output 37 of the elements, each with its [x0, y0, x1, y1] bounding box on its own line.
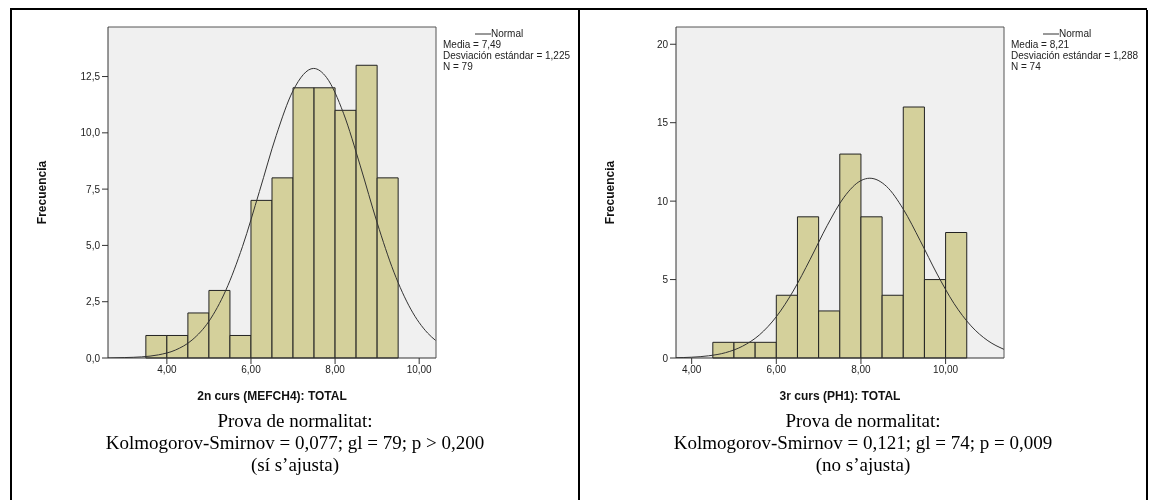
y-tick-label: 12,5: [80, 71, 101, 83]
text: Prova de normalitat:: [784, 410, 942, 432]
x-tick-label: 8,00: [851, 364, 872, 376]
x-tick-label: 4,00: [681, 364, 702, 376]
y-tick-label: 15: [656, 117, 669, 129]
x-axis-title: 3r curs (PH1): TOTAL: [779, 389, 901, 403]
text: (sí s’ajusta): [249, 454, 341, 476]
y-axis-title: Frecuencia: [603, 160, 618, 225]
x-tick-label: 10,00: [406, 364, 433, 376]
y-tick-label: 10: [656, 195, 669, 207]
y-tick-label: 7,5: [86, 183, 101, 195]
text: Kolmogorov-Smirnov = 0,121; gl = 74; p = 0,009: [672, 432, 1054, 454]
y-tick-label: 2,5: [86, 296, 101, 308]
text: N = 79: [443, 61, 474, 72]
y-tick-label: 0: [662, 352, 669, 364]
y-tick-label: 5,0: [86, 239, 101, 251]
y-tick-label: 5: [662, 274, 669, 286]
y-tick-label: 0,0: [86, 352, 101, 364]
text: Media = 8,21: [1011, 39, 1071, 50]
text: Media = 7,49: [443, 39, 503, 50]
y-tick-label: 20: [656, 38, 669, 50]
x-tick-label: 8,00: [325, 364, 346, 376]
x-tick-label: 6,00: [766, 364, 787, 376]
y-axis-title: Frecuencia: [35, 160, 50, 225]
y-tick-label: 10,0: [80, 127, 101, 139]
x-tick-label: 6,00: [241, 364, 262, 376]
text: N = 74: [1011, 61, 1042, 72]
legend-label: Normal: [491, 28, 524, 39]
x-axis-title: 2n curs (MEFCH4): TOTAL: [197, 389, 347, 403]
legend-label: Normal: [1059, 28, 1092, 39]
x-tick-label: 4,00: [157, 364, 178, 376]
text: (no s’ajusta): [814, 454, 912, 476]
text: Prova de normalitat:: [216, 410, 374, 432]
text: Desviación estándar = 1,288: [1011, 50, 1140, 61]
text: Kolmogorov-Smirnov = 0,077; gl = 79; p > 0,200: [104, 432, 486, 454]
text: Desviación estándar = 1,225: [443, 50, 572, 61]
x-tick-label: 10,00: [933, 364, 959, 376]
